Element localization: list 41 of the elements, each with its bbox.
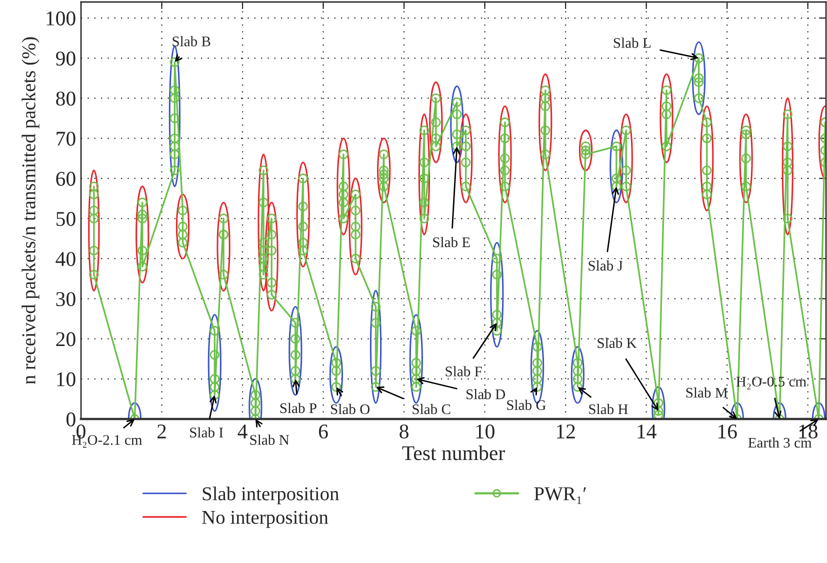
x-tick-label: 6 [318,424,328,439]
x-tick-label: 2 [157,424,166,438]
annotation: Earth 3 cm [748,437,812,448]
annotation: Slab D [466,388,506,400]
y-axis-title: n received packets/n transmitted packets (%) [22,37,40,384]
y-tick-label: 90 [56,52,76,66]
x-axis-title: Test number [402,446,505,460]
y-tick-label: 10 [57,372,76,386]
legend-label: PWR₁′ [534,487,586,504]
y-tick-label: 60 [56,172,76,186]
y-tick-label: 0 [66,412,76,426]
legend-label: No interposition [202,510,328,528]
y-tick-label: 100 [46,11,76,26]
y-tick-label: 30 [56,292,76,306]
annotation: Slab I [190,427,224,438]
legend-label: Slab interposition [202,486,339,504]
annotation: Slab K [598,338,637,348]
annotation: Slab O [331,404,370,414]
x-tick-label: 14 [638,424,656,438]
annotation: Slab J [588,260,623,271]
annotation: Slab B [172,36,210,46]
x-tick-label: 12 [556,424,575,438]
y-tick-label: 70 [56,132,76,146]
annotation: Slab E [433,236,470,248]
annotation: Slab N [250,434,290,445]
x-tick-label: 10 [476,424,494,439]
x-tick-label: 8 [400,424,408,439]
annotation: Slab M [686,387,728,398]
annotation: Slab F [446,366,482,376]
annotation: Slab C [412,404,450,414]
x-tick-label: 4 [238,424,248,438]
annotation: Slab P [280,402,316,414]
annotation: Slab L [614,38,651,48]
y-tick-label: 40 [56,252,76,266]
y-tick-label: 50 [56,212,76,226]
x-tick-label: 18 [799,424,818,439]
x-tick-label: 16 [718,424,737,439]
y-tick-label: 80 [56,92,76,106]
annotation: Slab H [589,404,628,414]
annotation: Slab G [507,400,546,410]
y-tick-label: 20 [56,332,76,346]
